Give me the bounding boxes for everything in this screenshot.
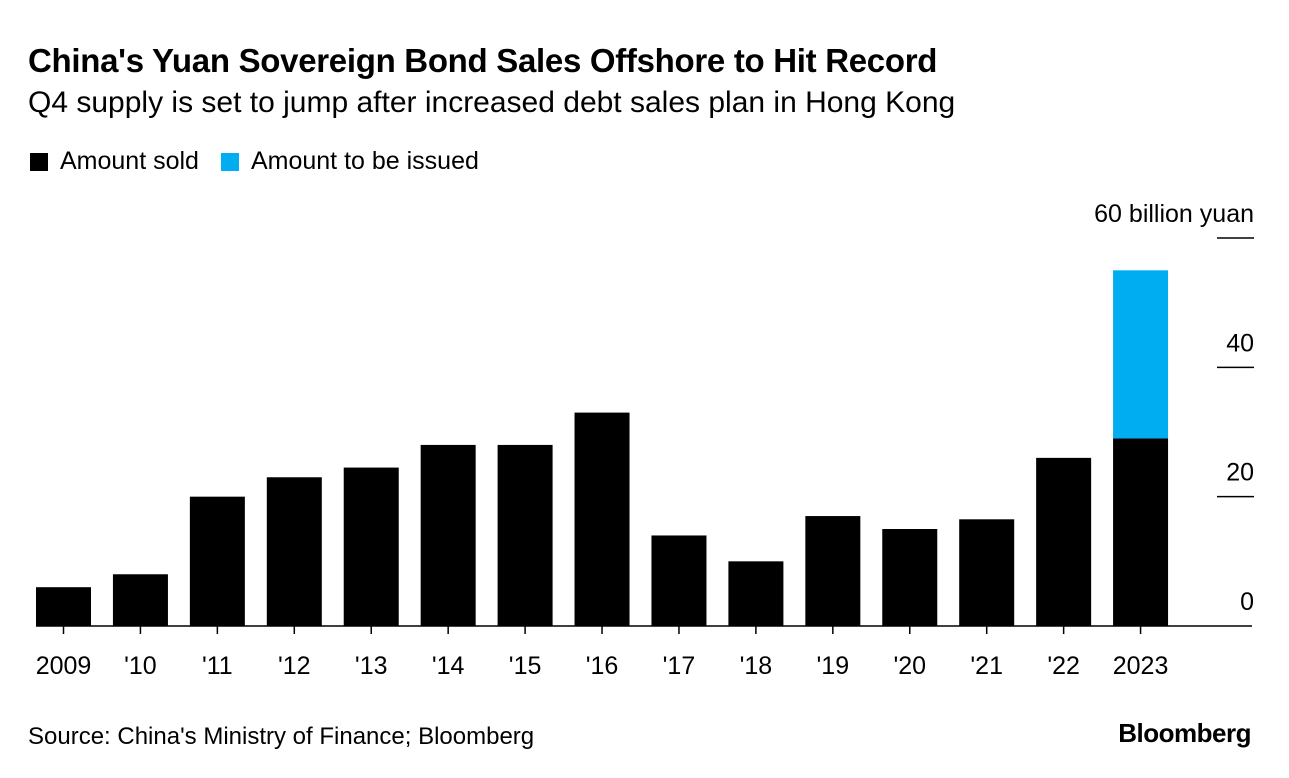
bar-amount-sold [189, 496, 245, 626]
x-tick-label: '18 [740, 652, 773, 680]
bar-amount-sold [651, 535, 707, 626]
x-tick-label: 2009 [36, 652, 92, 680]
y-tick-label: 20 [1226, 459, 1254, 487]
source-note: Source: China's Ministry of Finance; Blo… [28, 723, 535, 750]
bar-amount-sold [1113, 438, 1169, 626]
x-tick-label: '10 [124, 652, 157, 680]
x-tick-label: '21 [970, 652, 1003, 680]
x-tick-label: '13 [355, 652, 388, 680]
bar-amount-sold [420, 444, 476, 626]
legend-item-sold: Amount sold [30, 147, 199, 176]
bar-amount-sold [805, 516, 861, 626]
bar-amount-sold [112, 574, 168, 626]
x-tick-label: 2023 [1113, 652, 1169, 680]
bar-amount-sold [343, 467, 399, 626]
y-tick-label: 60 billion yuan [1094, 200, 1254, 228]
bar-amount-sold [266, 477, 322, 626]
x-tick-label: '14 [432, 652, 465, 680]
y-tick-label: 40 [1226, 329, 1254, 357]
legend: Amount sold Amount to be issued [30, 147, 501, 176]
bar-amount-sold [882, 529, 938, 626]
bar-amount-sold [574, 412, 630, 626]
bar-amount-to-be-issued [1113, 270, 1169, 439]
legend-label-sold: Amount sold [60, 147, 199, 175]
legend-swatch-to-be-issued [220, 152, 239, 171]
legend-swatch-sold [30, 152, 48, 171]
bar-amount-sold [1036, 457, 1092, 626]
legend-label-to-be-issued: Amount to be issued [250, 147, 479, 175]
bar-amount-sold [36, 587, 91, 626]
x-tick-label: '22 [1047, 652, 1080, 680]
bloomberg-logo: Bloomberg [1118, 718, 1251, 748]
x-tick-label: '12 [278, 652, 311, 680]
x-tick-label: '11 [202, 652, 233, 680]
x-tick-label: '19 [817, 652, 850, 680]
chart-title: China's Yuan Sovereign Bond Sales Offsho… [28, 42, 938, 79]
x-tick-label: '20 [893, 652, 926, 680]
x-tick-label: '15 [509, 652, 542, 680]
x-tick-label: '17 [663, 652, 696, 680]
bar-amount-sold [497, 444, 553, 626]
bar-amount-sold [959, 519, 1015, 626]
chart-subtitle: Q4 supply is set to jump after increased… [28, 86, 956, 119]
legend-item-to-be-issued: Amount to be issued [220, 147, 479, 176]
bar-amount-sold [728, 561, 784, 626]
x-tick-label: '16 [586, 652, 619, 680]
y-tick-label: 0 [1240, 588, 1254, 616]
